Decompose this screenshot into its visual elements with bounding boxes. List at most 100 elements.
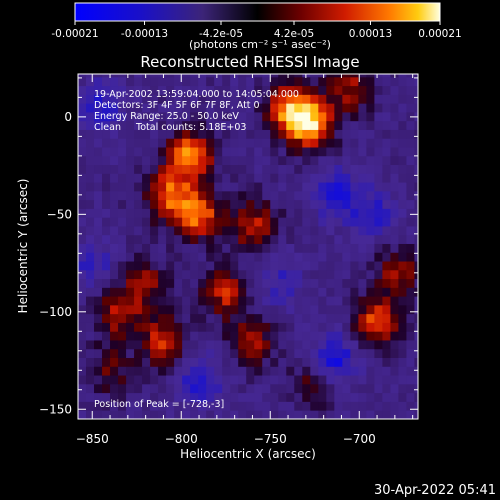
heatmap-cell: [294, 304, 303, 315]
heatmap-cell: [126, 155, 135, 166]
heatmap-cell: [374, 304, 383, 315]
heatmap-cell: [318, 155, 327, 166]
heatmap-cell: [358, 252, 367, 262]
heatmap-cell: [414, 331, 418, 341]
heatmap-cell: [166, 331, 175, 341]
heatmap-cell: [254, 120, 263, 130]
heatmap-cell: [230, 190, 239, 201]
heatmap-cell: [142, 340, 151, 350]
heatmap-cell: [374, 392, 383, 402]
heatmap-cell: [390, 261, 399, 271]
heatmap-cell: [102, 287, 111, 297]
heatmap-cell: [78, 147, 87, 157]
heatmap-cell: [126, 322, 135, 332]
heatmap-cell: [190, 103, 199, 113]
heatmap-cell: [382, 392, 391, 402]
heatmap-cell: [142, 313, 151, 323]
heatmap-cell: [414, 366, 418, 376]
heatmap-cell: [366, 129, 375, 139]
heatmap-cell: [126, 304, 135, 315]
heatmap-cell: [102, 243, 111, 253]
heatmap-cell: [150, 190, 159, 201]
heatmap-cell: [398, 261, 407, 271]
heatmap-cell: [278, 383, 287, 394]
heatmap-cell: [270, 182, 279, 192]
heatmap-cell: [326, 401, 335, 411]
heatmap-cell: [134, 112, 143, 122]
heatmap-cell: [174, 261, 183, 271]
heatmap-cell: [110, 287, 119, 297]
heatmap-cell: [414, 155, 418, 166]
heatmap-cell: [94, 120, 103, 130]
heatmap-cell: [310, 366, 319, 376]
heatmap-cell: [310, 375, 319, 385]
heatmap-cell: [126, 287, 135, 297]
heatmap-cell: [214, 234, 223, 244]
heatmap-cell: [142, 85, 151, 95]
heatmap-cell: [326, 296, 335, 306]
heatmap-cell: [350, 164, 359, 174]
heatmap-cell: [262, 340, 271, 350]
heatmap-cell: [174, 217, 183, 227]
peak-position-label: Position of Peak = [-728,-3]: [94, 399, 224, 410]
heatmap-cell: [366, 226, 375, 236]
heatmap-cell: [110, 199, 119, 209]
heatmap-cell: [94, 348, 103, 358]
heatmap-cell: [334, 182, 343, 192]
heatmap-cell: [190, 252, 199, 262]
heatmap-cell: [382, 74, 391, 78]
heatmap-cell: [94, 261, 103, 271]
heatmap-cell: [294, 278, 303, 288]
heatmap-cell: [86, 138, 95, 148]
heatmap-cell: [230, 366, 239, 376]
heatmap-cell: [318, 147, 327, 157]
heatmap-cell: [182, 357, 191, 367]
heatmap-cell: [318, 112, 327, 122]
heatmap-cell: [214, 243, 223, 253]
colorbar: -0.00021 -0.00013 -4.2e-05 4.2e-05 0.00013 0.…: [51, 2, 462, 51]
heatmap-cell: [166, 401, 175, 411]
heatmap-cell: [294, 252, 303, 262]
heatmap-cell: [270, 410, 279, 419]
heatmap-cell: [102, 304, 111, 315]
heatmap-cell: [270, 74, 279, 78]
heatmap-cell: [398, 94, 407, 104]
heatmap-cell: [254, 304, 263, 315]
heatmap-cell: [390, 357, 399, 367]
heatmap-cell: [318, 322, 327, 332]
heatmap-cell: [118, 304, 127, 315]
heatmap-cell: [366, 112, 375, 122]
heatmap-cell: [94, 340, 103, 350]
heatmap-cell: [414, 164, 418, 174]
heatmap-cell: [254, 226, 263, 236]
heatmap-cell: [206, 261, 215, 271]
heatmap-cell: [174, 278, 183, 288]
heatmap-cell: [126, 226, 135, 236]
heatmap-cell: [222, 74, 231, 78]
heatmap-cell: [246, 190, 255, 201]
heatmap-cell: [374, 226, 383, 236]
heatmap-cell: [174, 74, 183, 78]
heatmap-cell: [286, 199, 295, 209]
heatmap-cell: [206, 217, 215, 227]
heatmap-cell: [190, 147, 199, 157]
heatmap-cell: [390, 410, 399, 419]
heatmap-cell: [94, 304, 103, 315]
heatmap-cell: [102, 182, 111, 192]
heatmap-cell: [398, 190, 407, 201]
heatmap-cell: [182, 304, 191, 315]
heatmap-cell: [86, 199, 95, 209]
heatmap-cell: [142, 348, 151, 358]
heatmap-cell: [406, 313, 415, 323]
heatmap-cell: [254, 252, 263, 262]
heatmap-cell: [294, 147, 303, 157]
heatmap-cell: [78, 217, 87, 227]
heatmap-cell: [374, 296, 383, 306]
heatmap-cell: [414, 147, 418, 157]
heatmap-cell: [230, 94, 239, 104]
heatmap-cell: [358, 129, 367, 139]
heatmap-cell: [254, 278, 263, 288]
heatmap-cell: [318, 76, 327, 87]
heatmap-cell: [374, 348, 383, 358]
heatmap-cell: [270, 147, 279, 157]
